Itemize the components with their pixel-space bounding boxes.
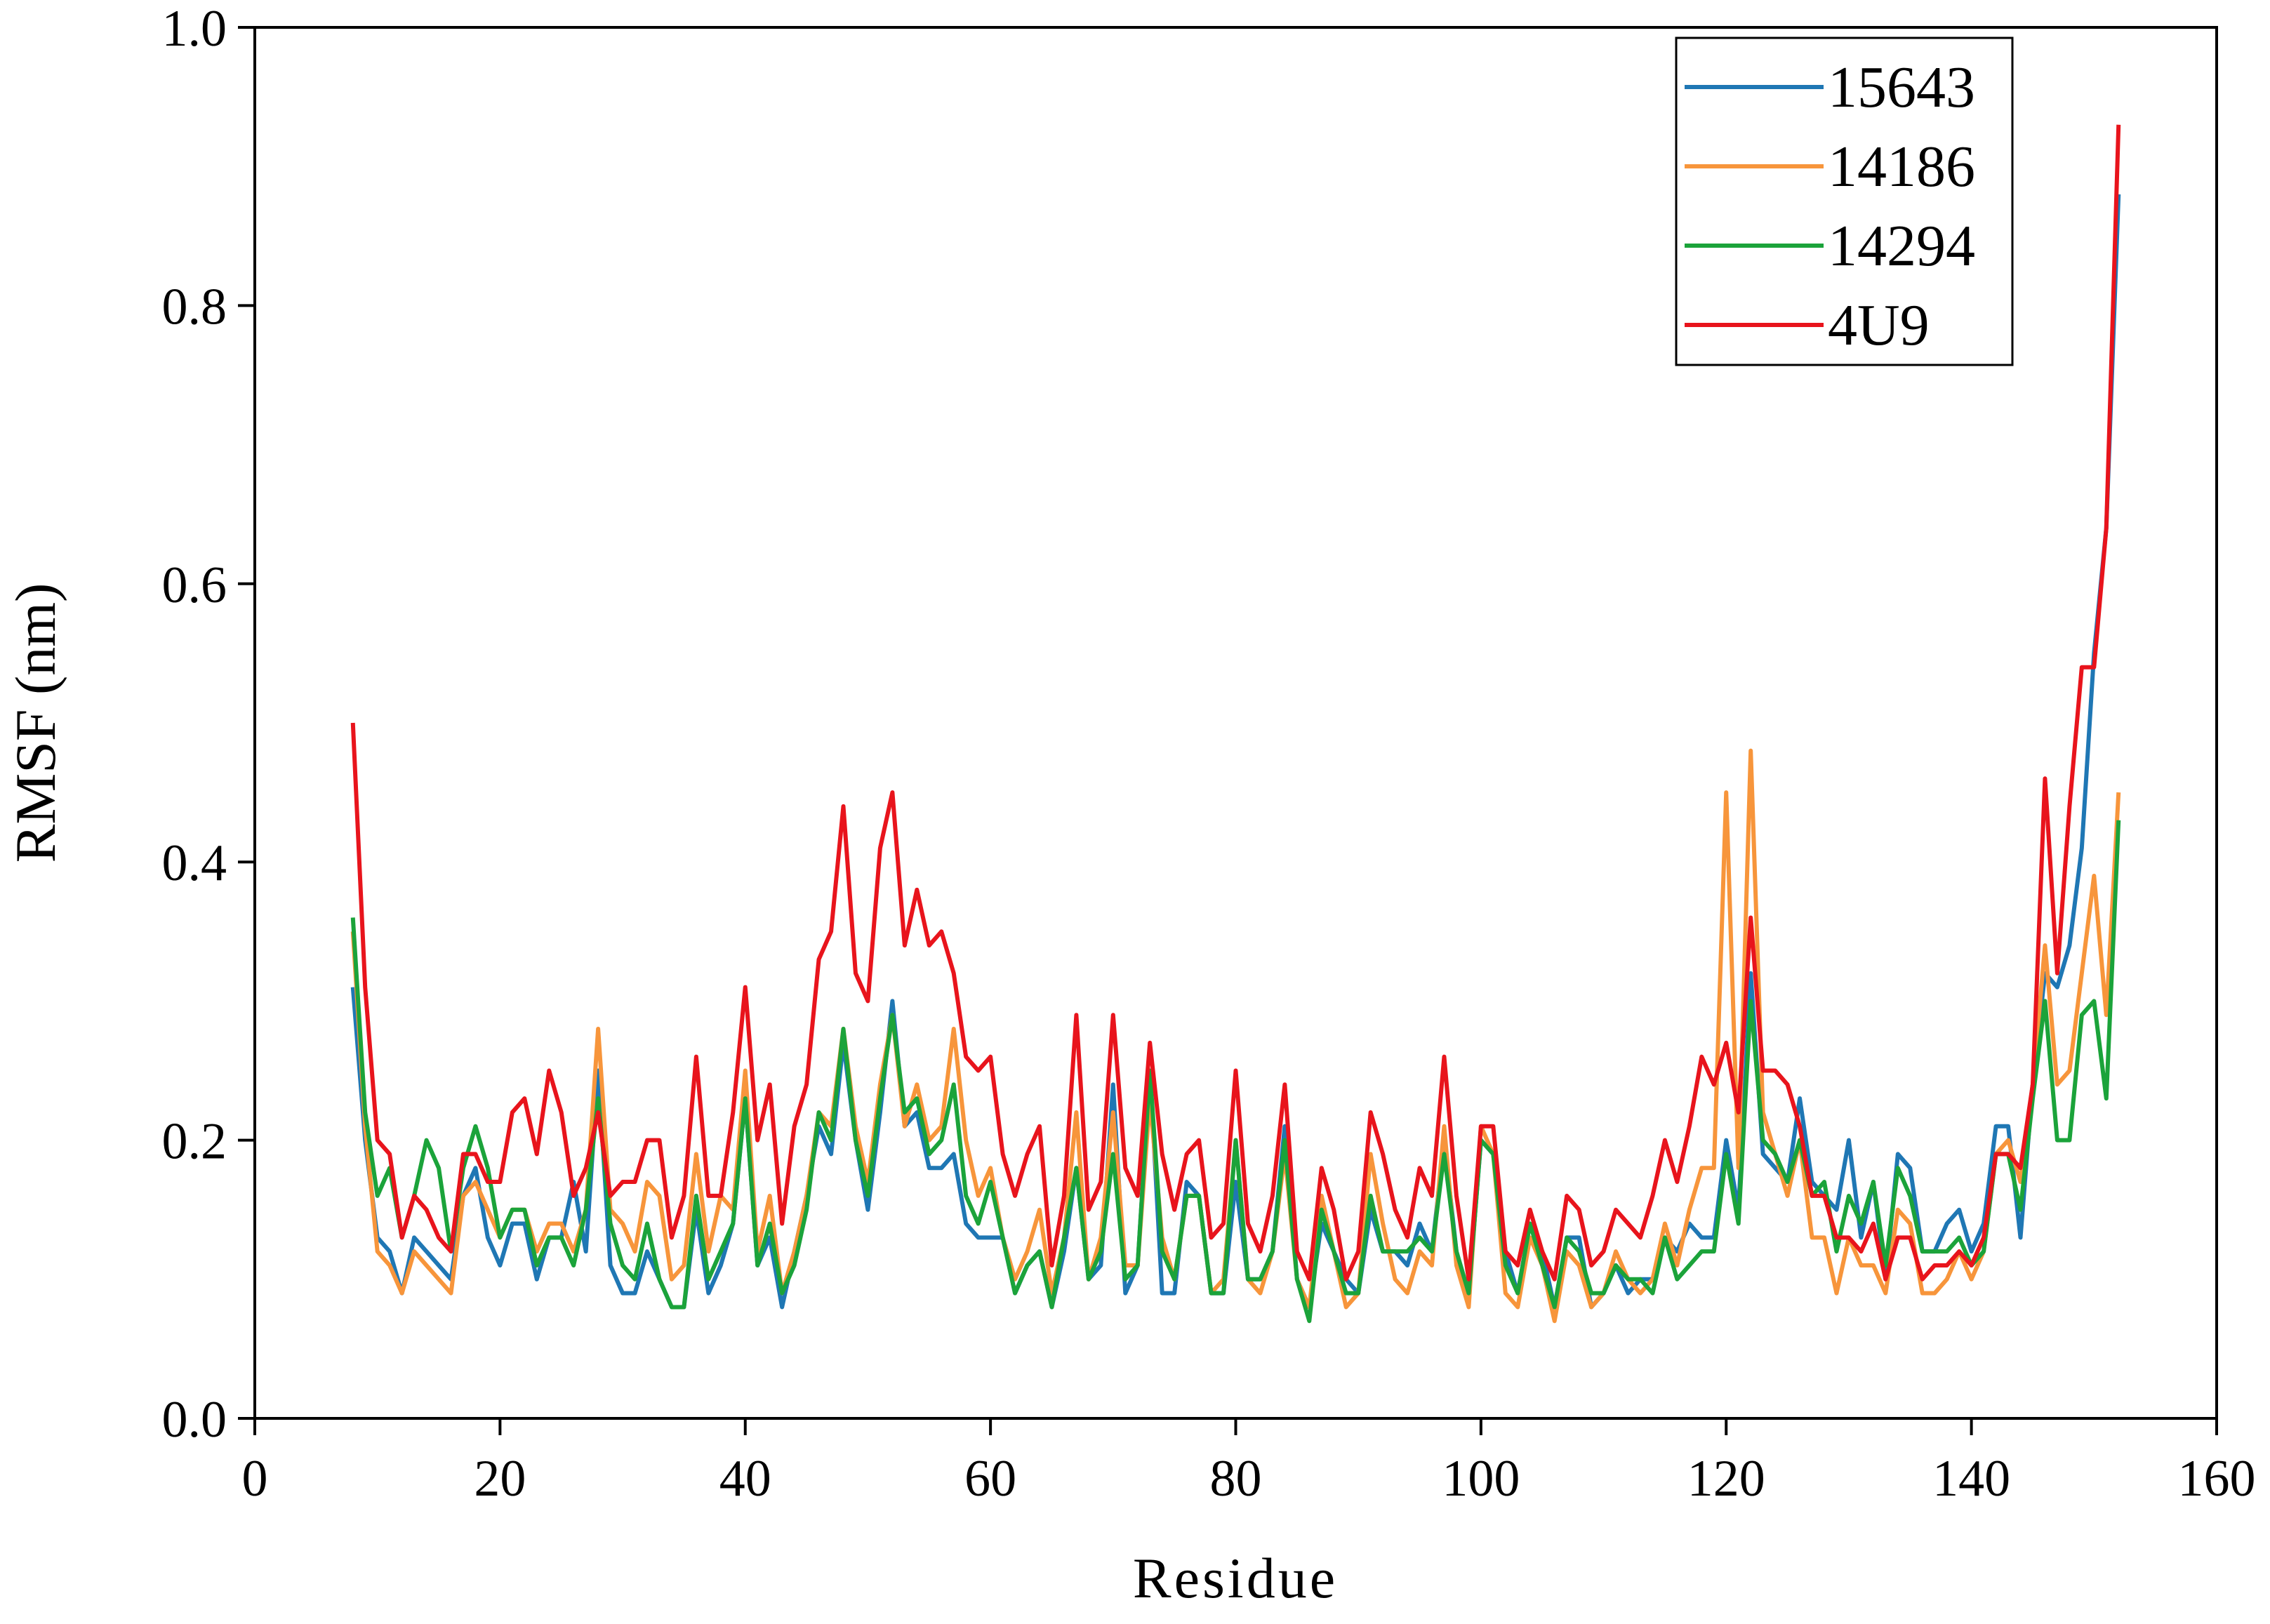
x-tick-label: 80 bbox=[1210, 1450, 1262, 1507]
y-tick-label: 0.6 bbox=[162, 557, 227, 614]
legend: 15643 14186 14294 4U9 bbox=[1675, 36, 2014, 366]
x-tick-label: 140 bbox=[1932, 1450, 2010, 1507]
y-tick-label: 0.0 bbox=[162, 1391, 227, 1449]
x-tick-label: 0 bbox=[242, 1450, 268, 1507]
y-tick-label: 0.8 bbox=[162, 278, 227, 335]
y-tick-label: 0.2 bbox=[162, 1113, 227, 1171]
legend-box bbox=[1675, 36, 2014, 366]
x-tick-label: 60 bbox=[964, 1450, 1016, 1507]
legend-label: 14294 bbox=[1828, 213, 1975, 279]
x-tick-label: 40 bbox=[719, 1450, 771, 1507]
legend-label: 15643 bbox=[1828, 55, 1975, 120]
x-tick-label: 20 bbox=[474, 1450, 526, 1507]
y-tick-label: 1.0 bbox=[162, 0, 227, 58]
x-tick-label: 120 bbox=[1687, 1450, 1765, 1507]
y-axis-title: RMSF (nm) bbox=[4, 583, 67, 863]
x-tick-label: 100 bbox=[1442, 1450, 1520, 1507]
y-tick-label: 0.4 bbox=[162, 834, 227, 892]
x-tick-label: 160 bbox=[2178, 1450, 2256, 1507]
legend-label: 4U9 bbox=[1828, 293, 1930, 358]
series-line bbox=[350, 820, 2121, 1324]
series-line bbox=[350, 124, 2121, 1282]
series-line bbox=[350, 748, 2121, 1324]
legend-label: 14186 bbox=[1828, 134, 1975, 199]
x-axis-title: Residue bbox=[1133, 1546, 1338, 1610]
